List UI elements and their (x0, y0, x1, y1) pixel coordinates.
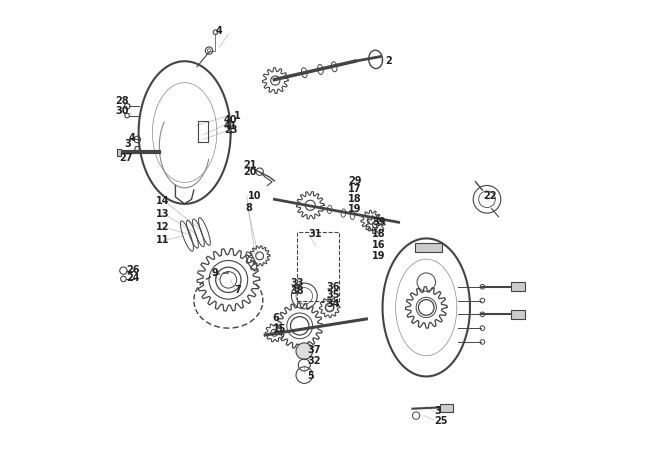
Bar (440, 404, 453, 412)
Text: 7: 7 (234, 285, 240, 295)
Text: 36: 36 (327, 282, 341, 292)
Text: 14: 14 (156, 196, 170, 206)
Text: 1: 1 (234, 112, 240, 121)
Text: 39: 39 (372, 217, 385, 227)
Text: 27: 27 (119, 153, 133, 163)
Text: 21: 21 (244, 160, 257, 170)
Text: 17: 17 (348, 184, 361, 194)
Text: 34: 34 (327, 299, 341, 309)
Text: 25: 25 (434, 416, 448, 426)
Text: 23: 23 (224, 125, 238, 135)
Text: 37: 37 (307, 345, 320, 355)
Text: 19: 19 (372, 251, 386, 261)
Text: 4: 4 (129, 133, 136, 143)
Text: 24: 24 (127, 274, 140, 283)
Text: 8: 8 (246, 204, 253, 213)
Bar (512, 282, 525, 291)
Text: 40: 40 (224, 115, 237, 125)
Text: 6: 6 (272, 313, 280, 323)
Text: 4: 4 (215, 26, 222, 36)
Text: 22: 22 (483, 191, 497, 201)
Bar (415, 243, 443, 252)
Text: 10: 10 (248, 191, 261, 201)
Text: 19: 19 (348, 204, 361, 214)
Text: 31: 31 (308, 229, 322, 239)
Text: 18: 18 (348, 194, 361, 204)
Text: 2: 2 (385, 56, 393, 66)
Text: 13: 13 (156, 209, 170, 219)
Text: 12: 12 (156, 222, 170, 232)
Text: 32: 32 (307, 357, 320, 366)
Text: 41: 41 (224, 121, 237, 131)
Text: 16: 16 (372, 240, 386, 250)
Text: 33: 33 (291, 278, 304, 288)
Text: 5: 5 (307, 371, 314, 382)
Text: 38: 38 (291, 286, 304, 296)
Text: 15: 15 (272, 324, 286, 334)
Bar (512, 310, 525, 319)
Text: 18: 18 (372, 229, 386, 239)
Text: 11: 11 (156, 235, 170, 245)
Circle shape (296, 343, 313, 359)
Text: 9: 9 (211, 268, 218, 278)
Text: 26: 26 (127, 265, 140, 275)
Text: 35: 35 (327, 290, 341, 300)
Text: 30: 30 (116, 106, 129, 116)
Text: 3: 3 (434, 407, 441, 416)
Text: 3: 3 (124, 139, 131, 149)
Text: 29: 29 (348, 176, 361, 186)
Bar (117, 149, 121, 156)
Text: 28: 28 (116, 96, 129, 106)
Text: 20: 20 (244, 167, 257, 177)
